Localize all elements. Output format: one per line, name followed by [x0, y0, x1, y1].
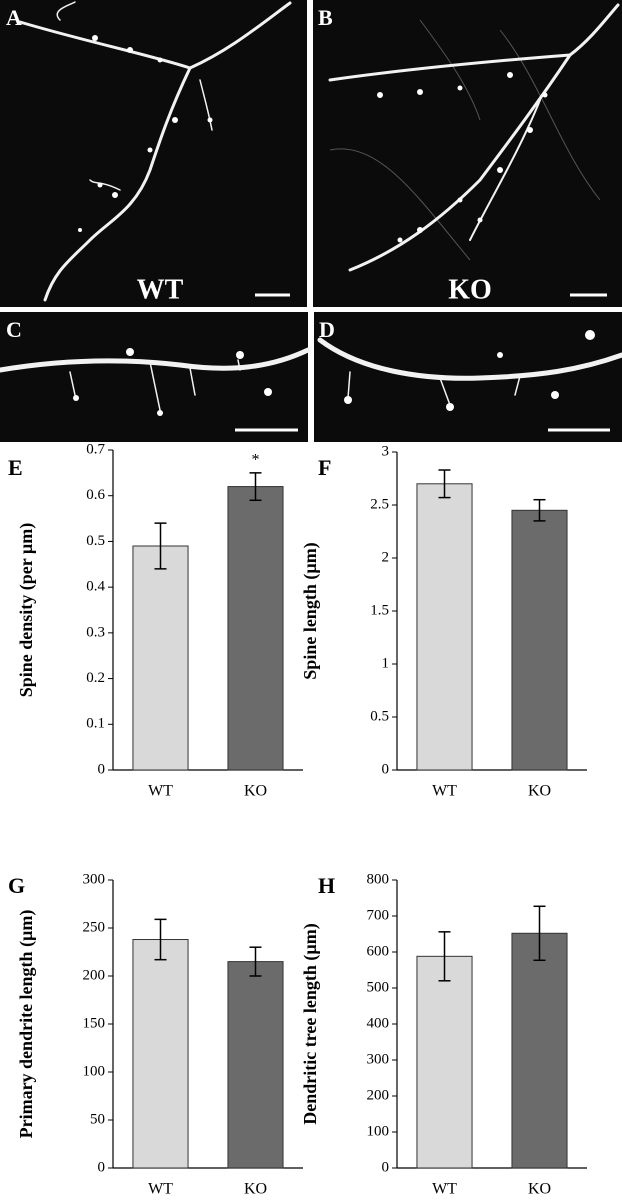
micrograph-d: D: [314, 312, 622, 442]
bar: [227, 961, 284, 1169]
y-tick-label: 400: [367, 1015, 390, 1031]
bar: [511, 932, 568, 1169]
bar: [416, 955, 473, 1169]
error-bar: [533, 905, 546, 962]
y-tick-label: 0.7: [86, 441, 105, 457]
error-bar: [249, 946, 262, 977]
y-axis-label: Primary dendrite length (µm): [16, 910, 37, 1139]
bar: [511, 509, 568, 771]
x-tick-label: WT: [432, 1181, 457, 1198]
panel-label: C: [6, 317, 22, 342]
y-tick-label: 0: [98, 1159, 106, 1175]
y-tick-label: 1.5: [370, 602, 389, 618]
panel-label: F: [318, 455, 331, 480]
panel-label: A: [6, 5, 22, 30]
y-tick-label: 800: [367, 871, 390, 887]
y-axis-label: Dendritic tree length (µm): [300, 923, 321, 1124]
y-tick-label: 2.5: [370, 496, 389, 512]
image-label: WT: [137, 274, 184, 305]
y-tick-label: 0.2: [86, 670, 105, 686]
y-tick-label: 0.5: [86, 533, 105, 549]
panel-label: D: [319, 317, 335, 342]
x-tick-label: KO: [244, 1181, 267, 1198]
y-tick-label: 500: [367, 979, 390, 995]
bar-chart: G Primary dendrite length (µm) 0 50 100 150 20…: [8, 871, 303, 1198]
y-tick-label: 1: [382, 655, 390, 671]
bar: [132, 939, 189, 1169]
y-tick-label: 100: [367, 1123, 390, 1139]
y-tick-label: 700: [367, 907, 390, 923]
y-tick-label: 0: [382, 761, 390, 777]
bar-chart: H Dendritic tree length (µm) 0 100 200 300 400…: [300, 871, 587, 1198]
x-tick-label: KO: [244, 783, 267, 800]
error-bar: [154, 918, 167, 961]
y-tick-label: 50: [90, 1111, 105, 1127]
y-tick-label: 0: [98, 761, 106, 777]
error-bar: [438, 931, 451, 982]
y-tick-label: 300: [367, 1051, 390, 1067]
bar-chart: F Spine length (µm) 0 0.5 1 1.5 2 2.5 3 WT KO: [300, 443, 587, 800]
y-axis-label: Spine density (per µm): [16, 523, 37, 698]
error-bar: [154, 522, 167, 570]
x-tick-label: WT: [432, 783, 457, 800]
y-tick-label: 250: [83, 919, 106, 935]
y-tick-label: 200: [367, 1087, 390, 1103]
micrograph-c: C: [0, 312, 311, 442]
error-bar: [438, 469, 451, 499]
significance-marker: *: [252, 452, 260, 469]
y-tick-label: 0.3: [86, 624, 105, 640]
x-tick-label: WT: [148, 1181, 173, 1198]
x-tick-label: KO: [528, 1181, 551, 1198]
panel-label: E: [8, 455, 23, 480]
y-tick-label: 3: [382, 443, 390, 459]
bar: [227, 486, 284, 771]
x-tick-label: KO: [528, 783, 551, 800]
y-axis-label: Spine length (µm): [300, 542, 321, 679]
panel-label: G: [8, 873, 25, 898]
y-tick-label: 0.5: [370, 708, 389, 724]
x-tick-label: WT: [148, 783, 173, 800]
y-tick-label: 300: [83, 871, 106, 887]
y-tick-label: 0.6: [86, 487, 105, 503]
panel-label: H: [318, 873, 335, 898]
y-tick-label: 100: [83, 1063, 106, 1079]
y-tick-label: 0.1: [86, 716, 105, 732]
image-label: KO: [448, 274, 492, 305]
error-bar: [533, 498, 546, 522]
bar-chart: E Spine density (per µm) 0 0.1 0.2 0.3 0.4 0.5 0…: [8, 441, 303, 800]
y-tick-label: 2: [382, 549, 390, 565]
y-tick-label: 150: [83, 1015, 106, 1031]
y-tick-label: 200: [83, 967, 106, 983]
micrograph-b: B KO: [313, 0, 622, 307]
bar: [132, 545, 189, 771]
panel-label: B: [318, 5, 333, 30]
y-tick-label: 600: [367, 943, 390, 959]
bar: [416, 483, 473, 771]
y-tick-label: 0.4: [86, 579, 105, 595]
micrograph-a: A WT: [0, 0, 307, 307]
error-bar: [249, 472, 262, 502]
y-tick-label: 0: [382, 1159, 390, 1175]
